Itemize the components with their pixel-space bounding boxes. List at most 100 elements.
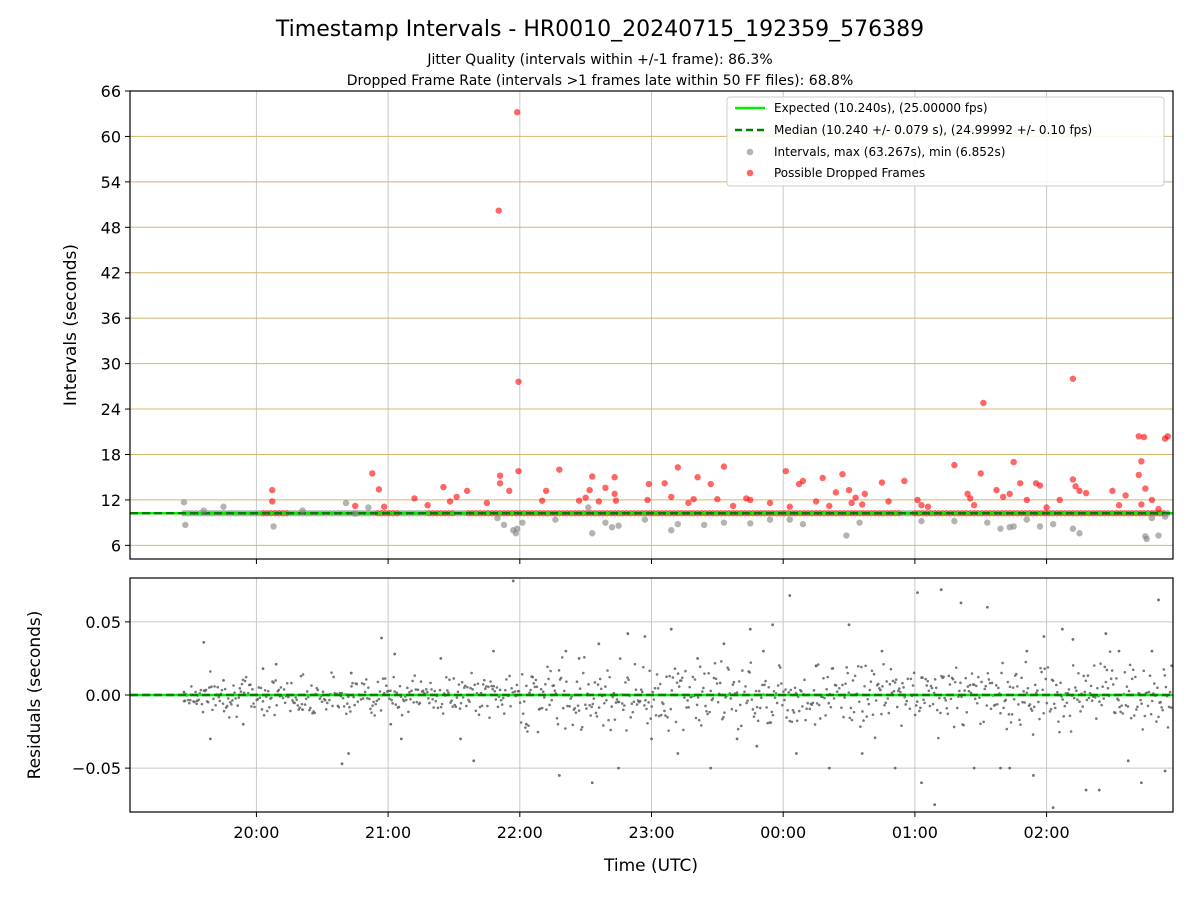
residual-point <box>186 698 190 702</box>
residual-point <box>987 678 991 681</box>
dropped-frame-point <box>966 495 974 502</box>
residual-point <box>489 680 492 683</box>
residual-point <box>556 722 560 726</box>
residual-point <box>740 724 743 728</box>
residual-point <box>922 698 925 702</box>
x-tick-label: 01:00 <box>892 823 938 842</box>
residual-point <box>414 688 418 691</box>
residual-point <box>712 676 716 680</box>
residual-point <box>691 675 695 679</box>
bottom-y-axis-label: Residuals (seconds) <box>25 611 45 780</box>
residual-point <box>1168 690 1172 694</box>
residual-point <box>788 594 792 597</box>
residual-point <box>1024 660 1028 664</box>
residual-point <box>676 752 680 755</box>
residual-point <box>1023 701 1027 704</box>
residual-point <box>491 687 494 691</box>
residual-point <box>449 701 452 704</box>
residual-point <box>210 685 213 689</box>
residual-point <box>864 664 867 668</box>
residual-point <box>927 689 931 693</box>
interval-point <box>365 504 372 511</box>
residual-point <box>644 698 647 702</box>
residual-point <box>597 706 601 709</box>
residual-point <box>290 681 293 685</box>
residual-point <box>985 704 989 707</box>
residual-point <box>369 707 372 711</box>
dropped-frame-point <box>1148 496 1156 504</box>
residual-point <box>871 713 875 716</box>
dropped-frame-point <box>1056 496 1063 504</box>
residual-point <box>1004 698 1008 702</box>
y-tick-label: 0.05 <box>85 613 121 632</box>
residual-point <box>494 698 498 701</box>
residual-point <box>842 715 845 719</box>
residual-point <box>736 727 740 731</box>
residual-point <box>762 649 765 653</box>
y-tick-label: 24 <box>101 400 121 419</box>
top-plot: 6 12 18 24 30 36 42 48 54 60 66 Intervals (seconds… <box>61 82 1174 564</box>
residual-point <box>338 691 342 695</box>
residual-point <box>1090 699 1094 703</box>
dropped-frame-point <box>582 494 589 501</box>
residual-point <box>591 702 595 706</box>
residual-point <box>757 689 761 693</box>
residual-point <box>1084 679 1088 683</box>
residual-point <box>801 705 804 708</box>
dropped-frame-point <box>970 502 978 509</box>
residual-point <box>260 708 264 711</box>
residual-point <box>1131 668 1135 672</box>
residual-point <box>190 685 193 688</box>
dropped-frame-point <box>674 464 682 471</box>
residual-point <box>331 704 334 708</box>
residual-point <box>239 690 243 693</box>
residual-point <box>373 714 376 717</box>
residual-point <box>476 682 480 685</box>
residual-point <box>421 689 425 693</box>
residual-point <box>665 675 668 678</box>
residual-point <box>852 710 856 714</box>
dropped-frame-point <box>602 484 609 492</box>
residual-point <box>898 687 901 690</box>
interval-point <box>1036 523 1044 530</box>
residual-point <box>781 703 784 707</box>
interval-point <box>615 522 622 529</box>
residual-point <box>429 681 432 685</box>
residual-point <box>1011 686 1015 689</box>
residual-point <box>683 696 686 699</box>
residual-point <box>901 681 904 685</box>
residual-point <box>261 700 265 703</box>
legend-intervals-label: Intervals, max (63.267s), min (6.852s) <box>774 145 1005 159</box>
residual-point <box>1135 708 1138 711</box>
residual-point <box>555 716 559 720</box>
residual-point <box>1039 666 1042 670</box>
residual-point <box>360 681 364 685</box>
residual-point <box>344 712 348 716</box>
dropped-frame-point <box>644 496 651 504</box>
legend-intervals-swatch <box>746 148 754 156</box>
residual-point <box>597 642 601 646</box>
residual-point <box>590 781 594 785</box>
residual-point <box>588 703 591 707</box>
residual-point <box>1115 677 1118 680</box>
residual-point <box>792 711 796 714</box>
residual-point <box>969 691 973 695</box>
dropped-frame-point <box>595 498 603 505</box>
residual-point <box>366 696 369 700</box>
residual-point <box>563 689 566 693</box>
residual-point <box>1072 696 1076 700</box>
residual-point <box>782 690 785 693</box>
residual-point <box>256 697 260 701</box>
residual-point <box>359 698 363 701</box>
residual-point <box>624 681 627 684</box>
residual-point <box>332 675 335 679</box>
residual-point <box>711 697 715 700</box>
residual-point <box>388 697 391 700</box>
interval-point <box>182 521 189 529</box>
residual-point <box>456 690 460 694</box>
residual-point <box>696 657 699 660</box>
residual-point <box>301 673 305 676</box>
residual-point <box>389 722 393 726</box>
residual-point <box>275 704 279 707</box>
interval-point <box>1148 514 1156 522</box>
